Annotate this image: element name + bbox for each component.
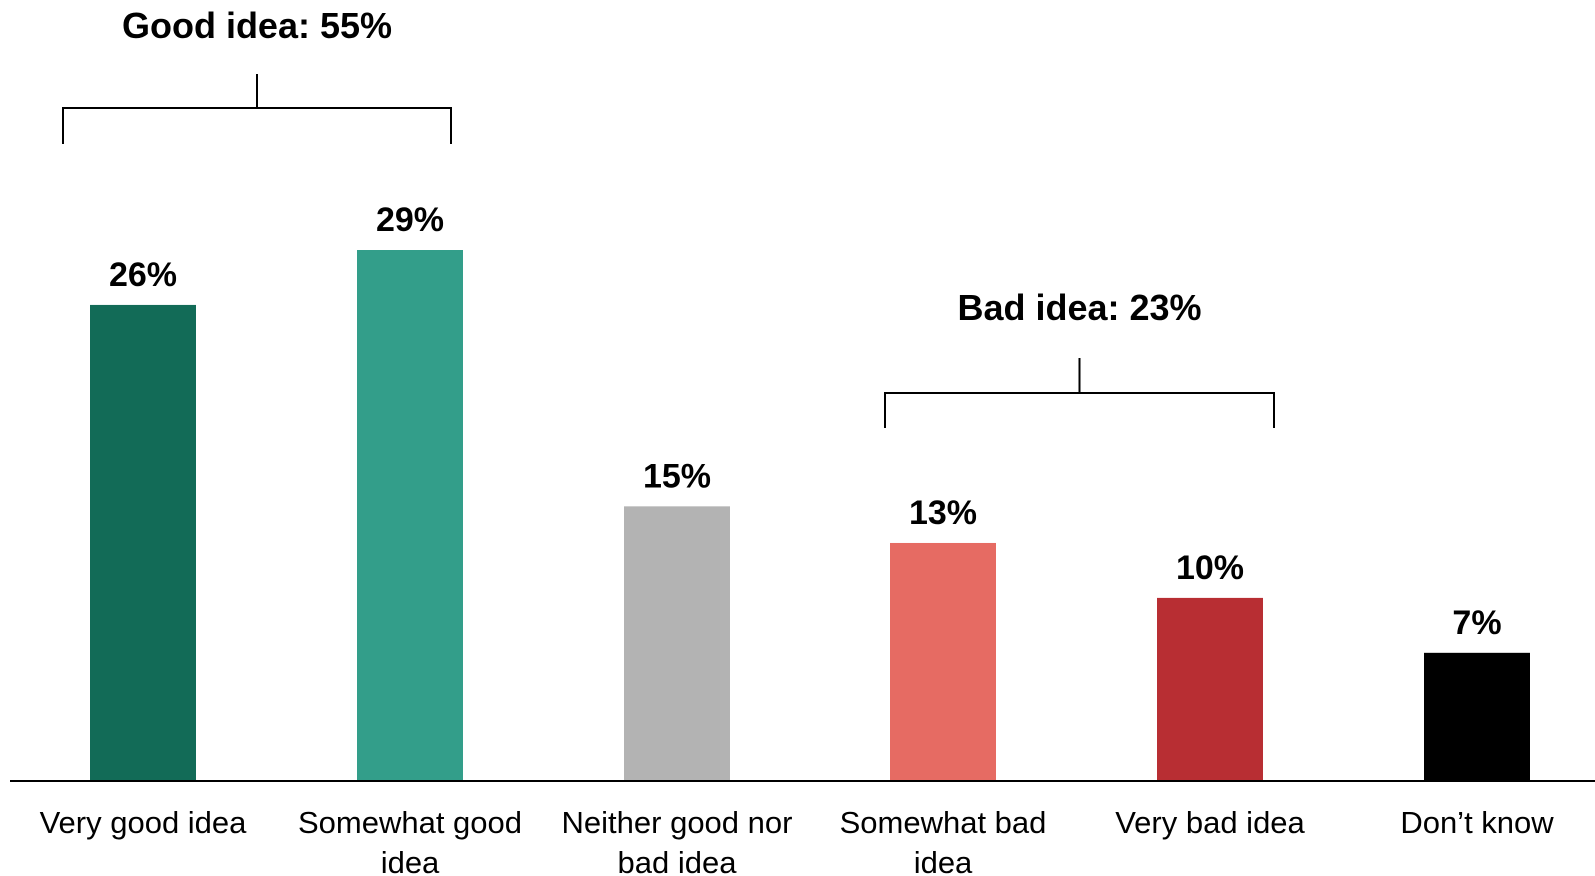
value-label: 10% xyxy=(1176,549,1244,587)
category-labels-group: Very good idea Somewhat good idea Neither g… xyxy=(40,805,1555,876)
category-label: idea xyxy=(914,845,973,876)
bracket-group: Good idea: 55% Bad idea: 23% xyxy=(62,5,1275,428)
bracket-label: Bad idea: 23% xyxy=(957,287,1201,328)
category-label: Very good idea xyxy=(40,805,248,840)
value-labels-group: 26% 29% 15% 13% 10% 7% xyxy=(109,201,1502,642)
value-label: 7% xyxy=(1452,604,1501,642)
value-label: 29% xyxy=(376,201,444,239)
value-label: 26% xyxy=(109,256,177,294)
bar xyxy=(624,506,730,781)
bar xyxy=(890,542,996,781)
bar xyxy=(1157,597,1263,781)
bar xyxy=(1424,652,1530,781)
category-label: Very bad idea xyxy=(1115,805,1305,840)
bar xyxy=(90,304,196,781)
category-label: Don’t know xyxy=(1400,805,1554,840)
value-label: 15% xyxy=(643,457,711,495)
bracket-line xyxy=(884,358,1275,428)
value-label: 13% xyxy=(909,494,977,532)
category-label: idea xyxy=(381,845,440,876)
category-label: Neither good nor xyxy=(562,805,793,840)
bracket-line xyxy=(62,74,452,144)
bars-group xyxy=(90,250,1530,781)
category-label: Somewhat bad xyxy=(840,805,1047,840)
bracket-label: Good idea: 55% xyxy=(122,5,392,46)
category-label: Somewhat good xyxy=(298,805,522,840)
bar xyxy=(357,250,463,781)
category-label: bad idea xyxy=(618,845,738,876)
